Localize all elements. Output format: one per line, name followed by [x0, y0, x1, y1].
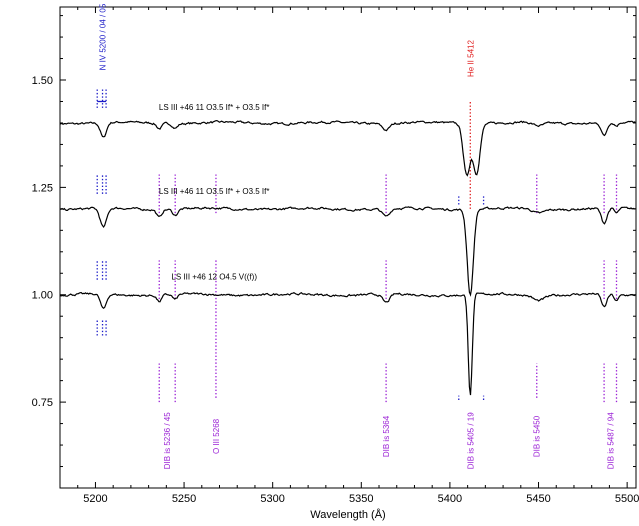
annotations: N IV 5200 / 04 / 05 He II 5412 DIB is 5236…	[99, 3, 616, 469]
spectrum-line	[59, 291, 636, 396]
y-tick-label: 1.25	[32, 182, 53, 194]
line-annotation: N IV 5200 / 04 / 05	[99, 3, 108, 70]
line-annotation: DIB is 5405 / 19	[466, 412, 475, 469]
series-labels: LS III +46 11 O3.5 If* + O3.5 If* LS III …	[159, 103, 270, 282]
y-tick-label: 1.50	[32, 75, 53, 87]
spectrum-line	[59, 119, 636, 177]
x-tick-label: 5450	[526, 493, 550, 505]
line-annotation: DIB is 5487 / 94	[606, 412, 615, 469]
x-tick-label: 5300	[260, 493, 284, 505]
x-axis: 5200 5250 5300 5350 5400 5450 5500	[59, 7, 639, 505]
line-annotation: He II 5412	[466, 40, 475, 77]
plot-frame	[59, 6, 637, 489]
y-tick-label: 1.00	[32, 290, 53, 302]
line-annotation: DIB is 5450	[533, 415, 542, 457]
spectra	[59, 119, 636, 396]
x-tick-label: 5350	[349, 493, 373, 505]
line-annotation: DIB is 5364	[382, 415, 391, 457]
x-tick-label: 5200	[83, 493, 107, 505]
series-label: LS III +46 11 O3.5 If* + O3.5 If*	[159, 103, 270, 112]
y-axis: 0.75 1.00 1.25 1.50	[32, 15, 636, 468]
x-tick-label: 5400	[438, 493, 462, 505]
line-markers	[96, 88, 618, 403]
spectrum-line	[59, 206, 636, 297]
line-annotation: DIB is 5236 / 45	[163, 412, 172, 469]
series-label: LS III +46 11 O3.5 If* + O3.5 If*	[159, 187, 270, 196]
series-label: LS III +46 12 O4.5 V((f))	[171, 273, 257, 282]
x-axis-label: Wavelength (Å)	[310, 508, 385, 521]
x-tick-label: 5250	[172, 493, 196, 505]
line-annotation: O III 5268	[212, 418, 221, 454]
x-tick-label: 5500	[615, 493, 639, 505]
y-tick-label: 0.75	[32, 397, 53, 409]
